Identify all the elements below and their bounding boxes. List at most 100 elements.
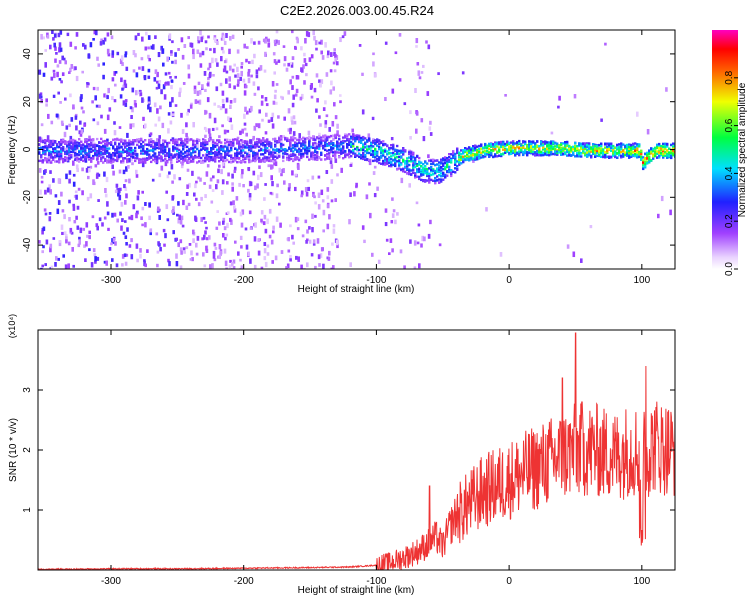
heatmap-ridge-cell: [418, 177, 421, 181]
heatmap-noise-cell: [328, 214, 331, 220]
heatmap-ridge-cell: [484, 146, 487, 149]
heatmap-ridge-cell: [154, 160, 157, 163]
heatmap-ridge-cell: [642, 161, 645, 164]
heatmap-ridge-cell: [638, 145, 641, 148]
heatmap-ridge-cell: [478, 156, 481, 160]
heatmap-noise-cell: [59, 30, 63, 35]
heatmap-ridge-cell: [150, 143, 153, 147]
heatmap-noise-cell: [204, 134, 207, 138]
heatmap-ridge-cell: [124, 145, 127, 149]
heatmap-ridge-cell: [550, 142, 553, 145]
heatmap-noise-cell: [203, 182, 206, 185]
heatmap-ridge-cell: [560, 151, 563, 154]
heatmap-ridge-cell: [408, 163, 411, 167]
heatmap-ridge-cell: [556, 145, 559, 148]
heatmap-noise-cell: [46, 34, 50, 39]
heatmap-noise-cell: [205, 128, 208, 133]
heatmap-ridge-cell: [388, 148, 391, 151]
heatmap-ridge-cell: [372, 151, 375, 154]
heatmap-noise-cell: [216, 62, 219, 67]
heatmap-ridge-cell: [538, 154, 541, 157]
heatmap-noise-cell: [314, 40, 318, 46]
heatmap-noise-cell: [275, 153, 279, 159]
heatmap-ridge-cell: [396, 144, 399, 148]
heatmap-ridge-cell: [342, 157, 345, 160]
heatmap-ridge-cell: [188, 150, 191, 153]
heatmap-ridge-cell: [144, 161, 147, 164]
heatmap-noise-cell: [47, 113, 50, 119]
heatmap-ridge-cell: [514, 154, 517, 157]
heatmap-noise-cell: [84, 44, 87, 50]
heatmap-ridge-cell: [182, 148, 185, 151]
heatmap-ridge-cell: [84, 149, 87, 152]
heatmap-noise-cell: [275, 30, 279, 34]
heatmap-ridge-cell: [296, 150, 299, 153]
heatmap-ridge-cell: [250, 147, 253, 150]
heatmap-ridge-cell: [384, 142, 387, 146]
heatmap-ridge-cell: [450, 172, 453, 176]
heatmap-ridge-cell: [154, 141, 157, 145]
heatmap-ridge-cell: [450, 169, 453, 172]
heatmap-noise-cell: [211, 189, 215, 193]
heatmap-ridge-cell: [658, 154, 661, 157]
heatmap-ridge-cell: [198, 138, 201, 142]
heatmap-ridge-cell: [206, 141, 209, 144]
heatmap-ridge-cell: [374, 147, 377, 151]
heatmap-ridge-cell: [248, 155, 251, 158]
heatmap-ridge-cell: [222, 146, 225, 149]
heatmap-noise-cell: [77, 243, 81, 248]
heatmap-noise-cell: [391, 213, 395, 218]
heatmap-noise-cell: [285, 266, 288, 269]
heatmap-noise-cell: [176, 155, 180, 160]
heatmap-ridge-cell: [572, 151, 575, 154]
heatmap-noise-cell: [226, 181, 229, 185]
heatmap-ridge-cell: [408, 156, 411, 159]
heatmap-ridge-cell: [410, 173, 413, 176]
heatmap-noise-cell: [403, 265, 406, 269]
heatmap-ridge-cell: [158, 139, 161, 142]
heatmap-noise-cell: [282, 168, 285, 174]
heatmap-ridge-cell: [158, 154, 161, 157]
heatmap-ridge-cell: [86, 145, 89, 148]
heatmap-noise-cell: [107, 87, 110, 94]
heatmap-ridge-cell: [278, 137, 281, 140]
heatmap-noise-cell: [96, 56, 99, 61]
heatmap-ridge-cell: [420, 164, 423, 168]
heatmap-noise-cell: [57, 257, 60, 261]
heatmap-ridge-cell: [106, 141, 109, 145]
heatmap-ridge-cell: [302, 147, 305, 150]
heatmap-noise-cell: [195, 197, 198, 201]
heatmap-ridge-cell: [212, 152, 215, 155]
heatmap-ridge-cell: [84, 155, 87, 159]
heatmap-ridge-cell: [540, 152, 543, 155]
heatmap-ridge-cell: [252, 157, 255, 160]
heatmap-noise-cell: [263, 256, 267, 261]
heatmap-ridge-cell: [234, 159, 237, 162]
heatmap-ridge-cell: [354, 136, 357, 140]
heatmap-ridge-cell: [116, 145, 119, 149]
heatmap-ridge-cell: [86, 138, 89, 142]
heatmap-ridge-cell: [106, 161, 109, 164]
heatmap-ridge-cell: [422, 169, 425, 172]
heatmap-ridge-cell: [222, 145, 225, 148]
heatmap-ridge-cell: [206, 142, 209, 146]
heatmap-ridge-cell: [52, 143, 55, 146]
heatmap-noise-cell: [168, 33, 172, 39]
heatmap-ridge-cell: [250, 145, 253, 148]
heatmap-ridge-cell: [146, 143, 149, 146]
heatmap-ridge-cell: [396, 149, 399, 152]
heatmap-ridge-cell: [442, 178, 445, 181]
heatmap-noise-cell: [218, 244, 222, 250]
heatmap-ridge-cell: [610, 156, 613, 159]
heatmap-ridge-cell: [418, 161, 421, 164]
heatmap-noise-cell: [113, 212, 117, 217]
heatmap-ridge-cell: [374, 139, 377, 142]
heatmap-noise-cell: [167, 258, 170, 263]
heatmap-ridge-cell: [272, 157, 275, 160]
heatmap-ridge-cell: [342, 136, 345, 139]
heatmap-ridge-cell: [290, 153, 293, 156]
heatmap-noise-cell: [278, 167, 282, 173]
heatmap-ridge-cell: [216, 142, 219, 146]
heatmap-ridge-cell: [166, 154, 169, 157]
heatmap-ridge-cell: [92, 154, 95, 158]
